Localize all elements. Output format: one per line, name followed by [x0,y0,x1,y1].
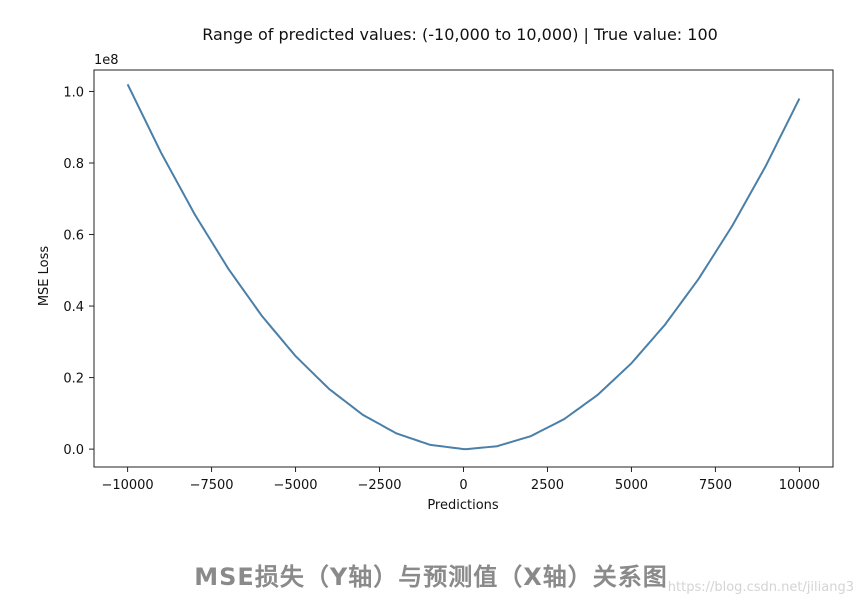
y-tick-label: 1.0 [63,85,84,100]
y-tick-label: 0.8 [63,157,84,172]
y-tick-label: 0.4 [63,300,84,315]
figure-caption: MSE损失（Y轴）与预测值（X轴）关系图 [194,563,668,591]
x-tick-label: 5000 [615,478,648,493]
y-tick-label: 0.6 [63,229,84,244]
x-axis-ticks: −10000 −7500 −5000 −2500 0 2500 5000 7500 10000 [101,467,820,493]
chart-title: Range of predicted values: (-10,000 to 1… [202,25,718,44]
x-tick-label: 0 [459,478,467,493]
plot-frame [93,69,834,468]
x-axis-label: Predictions [427,498,499,513]
x-tick-label: −5000 [274,478,318,493]
y-axis-ticks: 0.0 0.2 0.4 0.6 0.8 1.0 [63,85,94,458]
x-tick-label: 2500 [531,478,564,493]
y-tick-label: 0.0 [63,443,84,458]
x-tick-label: −2500 [358,478,402,493]
y-axis-label: MSE Loss [37,246,52,307]
y-offset-label: 1e8 [94,53,119,68]
x-tick-label: 7500 [699,478,732,493]
mse-loss-curve [126,83,801,451]
x-tick-label: −7500 [190,478,234,493]
y-tick-label: 0.2 [63,372,84,387]
watermark-text: https://blog.csdn.net/jiliang3 [667,580,854,595]
x-tick-label: 10000 [779,478,820,493]
x-tick-label: −10000 [101,478,153,493]
mse-loss-chart: Range of predicted values: (-10,000 to 1… [37,25,834,513]
